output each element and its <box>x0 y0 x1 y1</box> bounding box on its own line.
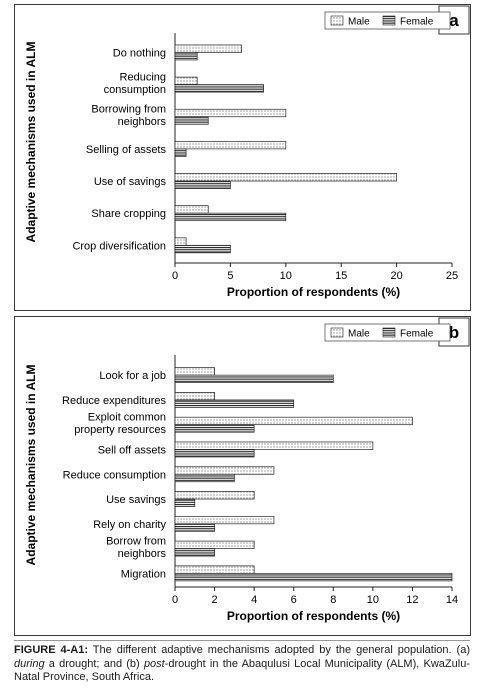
category-label: Use savings <box>106 494 166 506</box>
panel-letter: a <box>449 11 459 30</box>
bar-female <box>174 399 295 408</box>
bar-male <box>174 392 215 401</box>
chart-b-svg: b Male Female 0 2 4 6 8 10 12 14 Proportion of resp… <box>24 317 470 623</box>
category-label: Share cropping <box>91 208 166 220</box>
legend-swatch-male <box>330 327 344 338</box>
category-label: Reduce expenditures <box>62 395 166 407</box>
bar-male <box>174 237 187 246</box>
legend: Male Female <box>324 11 451 30</box>
category-label: Migration <box>121 568 166 580</box>
category-label: Do nothing <box>113 47 166 59</box>
legend-swatch-female <box>382 15 396 26</box>
bar-male <box>174 416 413 426</box>
bar-male <box>174 466 275 475</box>
bar-female <box>174 52 198 61</box>
bar-male <box>174 173 397 182</box>
x-tick-label: 10 <box>280 270 292 282</box>
category-label: consumption <box>104 84 166 96</box>
legend-swatch-male <box>330 15 344 26</box>
bar-female <box>174 498 196 507</box>
x-tick-label: 10 <box>367 594 379 606</box>
caption-em-1: during <box>14 657 45 670</box>
x-axis-label: Proportion of respondents (%) <box>227 609 400 623</box>
bar-female <box>174 116 209 125</box>
category-label: Use of savings <box>94 176 167 188</box>
legend-label-female: Female <box>400 17 434 28</box>
bar-female <box>174 374 334 384</box>
caption-text-2: a drought; and (b) <box>44 657 144 670</box>
caption-text-1: The different adaptive mechanisms adopte… <box>88 644 470 656</box>
bar-female <box>174 148 187 157</box>
x-tick-label: 25 <box>446 270 458 282</box>
legend: Male Female <box>324 323 451 342</box>
x-tick-label: 8 <box>330 594 336 606</box>
bar-male <box>174 76 198 85</box>
category-label: Reduce consumption <box>63 469 166 481</box>
bar-male <box>174 491 255 500</box>
bar-male <box>174 515 275 525</box>
bar-female <box>174 548 215 557</box>
bar-female <box>174 523 215 532</box>
chart-a-svg: a Male Female 0 5 10 15 20 25 Proportion of respo… <box>24 5 470 299</box>
category-label: Rely on charity <box>93 519 166 531</box>
figure-caption: FIGURE 4-A1: The different adaptive mech… <box>14 644 470 685</box>
bar-male <box>174 108 287 118</box>
caption-text-3: -drought in the Abaqulusi Local Municipa… <box>14 657 470 684</box>
bar-male <box>174 141 287 150</box>
x-tick-label: 5 <box>227 270 233 282</box>
category-label: property resources <box>74 424 166 436</box>
category-label: neighbors <box>118 116 167 128</box>
x-tick-label: 14 <box>446 594 458 606</box>
legend-label-female: Female <box>400 329 434 340</box>
category-label: Reducing <box>120 71 166 83</box>
caption-rule <box>14 640 470 641</box>
bar-male <box>174 367 215 376</box>
x-tick-label: 12 <box>406 594 418 606</box>
bar-female <box>174 473 235 483</box>
bar-male <box>174 565 255 574</box>
bar-female <box>174 244 231 254</box>
bar-female <box>174 180 231 189</box>
category-label: Selling of assets <box>86 144 167 156</box>
bar-male <box>174 44 242 53</box>
chart-panel-b: b Male Female 0 2 4 6 8 10 12 14 Proportion of resp… <box>14 316 471 636</box>
x-tick-label: 6 <box>291 594 297 606</box>
bar-female <box>174 84 264 93</box>
x-tick-label: 2 <box>212 594 218 606</box>
bar-female <box>174 449 255 458</box>
caption-em-2: post <box>143 657 165 670</box>
category-label: Borrowing from <box>91 104 166 116</box>
legend-label-male: Male <box>348 329 370 340</box>
x-tick-label: 4 <box>251 594 257 606</box>
category-label: Sell off assets <box>98 444 167 456</box>
category-label: Exploit common <box>88 411 166 423</box>
bar-male <box>174 441 374 450</box>
bar-male <box>174 205 209 214</box>
category-label: Look for a job <box>99 370 166 382</box>
x-tick-label: 15 <box>335 270 347 282</box>
x-tick-label: 20 <box>390 270 402 282</box>
bar-male <box>174 540 255 549</box>
category-label: Borrow from <box>106 535 166 547</box>
category-label: Crop diversification <box>72 240 166 252</box>
y-axis-label: Adaptive mechanisms used in ALM <box>24 42 38 243</box>
bar-female <box>174 573 453 582</box>
x-tick-label: 0 <box>172 594 178 606</box>
bar-female <box>174 424 255 433</box>
y-axis-label: Adaptive mechanisms used in ALM <box>24 365 38 566</box>
x-tick-label: 0 <box>172 270 178 282</box>
bar-female <box>174 212 287 222</box>
caption-label: FIGURE 4-A1: <box>14 644 89 656</box>
chart-panel-a: a Male Female 0 5 10 15 20 25 Proportion of respo… <box>14 4 471 311</box>
category-label: neighbors <box>118 548 167 560</box>
legend-swatch-female <box>382 327 396 338</box>
legend-label-male: Male <box>348 17 370 28</box>
x-axis-label: Proportion of respondents (%) <box>227 285 400 299</box>
panel-letter: b <box>449 323 459 342</box>
